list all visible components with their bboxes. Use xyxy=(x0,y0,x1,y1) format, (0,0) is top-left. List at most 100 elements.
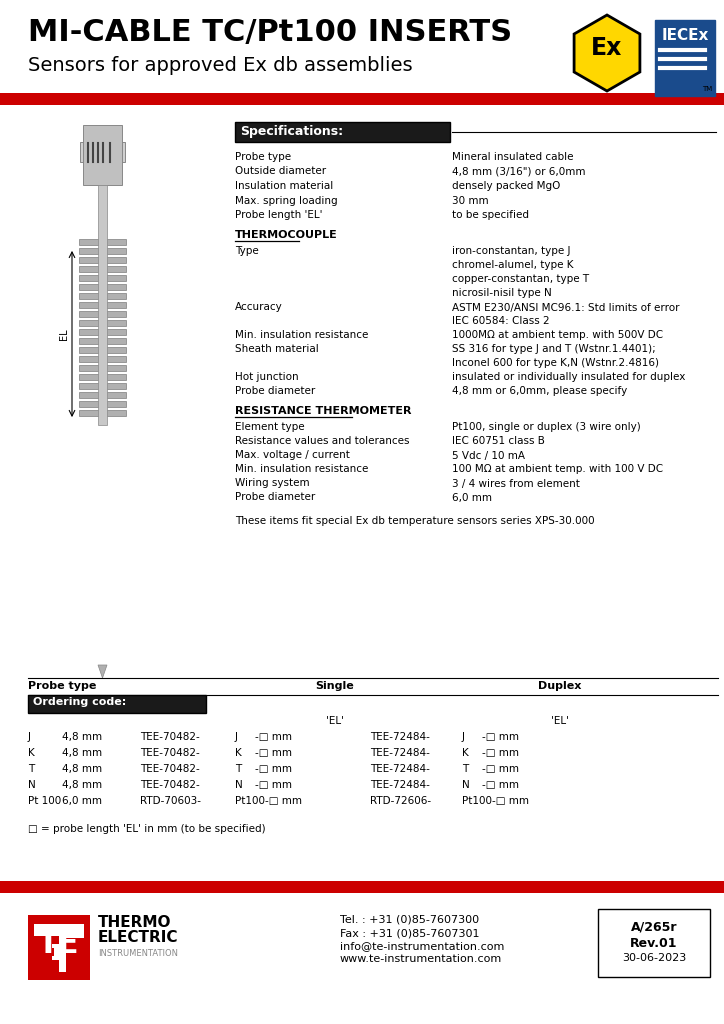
Text: Probe type: Probe type xyxy=(28,681,96,691)
Bar xyxy=(79,266,126,272)
Bar xyxy=(79,392,126,398)
Text: 5 Vdc / 10 mA: 5 Vdc / 10 mA xyxy=(452,451,525,461)
Text: -□ mm: -□ mm xyxy=(255,764,292,774)
Text: Type: Type xyxy=(235,247,258,256)
Text: 30-06-2023: 30-06-2023 xyxy=(622,953,686,963)
Text: TEE-70482-: TEE-70482- xyxy=(140,748,200,758)
Text: 4,8 mm or 6,0mm, please specify: 4,8 mm or 6,0mm, please specify xyxy=(452,386,627,396)
Text: N: N xyxy=(235,780,243,790)
Text: SS 316 for type J and T (Wstnr.1.4401);: SS 316 for type J and T (Wstnr.1.4401); xyxy=(452,344,656,354)
Bar xyxy=(98,185,107,425)
Bar xyxy=(79,410,126,416)
Text: J: J xyxy=(28,732,31,742)
Text: T: T xyxy=(28,764,34,774)
Bar xyxy=(79,293,126,299)
Text: RTD-70603-: RTD-70603- xyxy=(140,796,201,806)
Bar xyxy=(34,961,59,972)
Text: Element type: Element type xyxy=(235,423,305,432)
Text: 'EL': 'EL' xyxy=(326,716,344,726)
FancyBboxPatch shape xyxy=(598,909,710,977)
Text: 4,8 mm: 4,8 mm xyxy=(62,780,102,790)
FancyBboxPatch shape xyxy=(655,20,715,96)
Text: TEE-72484-: TEE-72484- xyxy=(370,780,430,790)
Text: Pt100-□ mm: Pt100-□ mm xyxy=(235,796,302,806)
Text: A/265r: A/265r xyxy=(631,921,677,934)
Text: 3 / 4 wires from element: 3 / 4 wires from element xyxy=(452,478,580,488)
Text: chromel-alumel, type K: chromel-alumel, type K xyxy=(452,260,573,270)
Bar xyxy=(0,881,724,893)
Bar xyxy=(34,924,84,938)
Text: Single: Single xyxy=(316,681,354,691)
Bar xyxy=(28,915,90,980)
Bar xyxy=(79,257,126,263)
Text: Ex: Ex xyxy=(592,36,623,60)
Text: Min. insulation resistance: Min. insulation resistance xyxy=(235,465,369,474)
Text: RESISTANCE THERMOMETER: RESISTANCE THERMOMETER xyxy=(235,407,411,417)
Text: Probe diameter: Probe diameter xyxy=(235,493,315,503)
Text: Sensors for approved Ex db assemblies: Sensors for approved Ex db assemblies xyxy=(28,56,413,75)
Text: TM: TM xyxy=(702,86,712,92)
Bar xyxy=(79,275,126,281)
Text: 'EL': 'EL' xyxy=(551,716,569,726)
Text: THERMO: THERMO xyxy=(98,915,172,930)
Text: insulated or individually insulated for duplex: insulated or individually insulated for … xyxy=(452,373,686,383)
Text: Mineral insulated cable: Mineral insulated cable xyxy=(452,152,573,162)
Text: Resistance values and tolerances: Resistance values and tolerances xyxy=(235,436,410,446)
Text: N: N xyxy=(28,780,35,790)
Polygon shape xyxy=(574,15,640,91)
Text: T: T xyxy=(462,764,468,774)
Text: 1000MΩ at ambient temp. with 500V DC: 1000MΩ at ambient temp. with 500V DC xyxy=(452,331,663,341)
Bar xyxy=(79,374,126,380)
Bar xyxy=(0,93,724,105)
Text: TEE-72484-: TEE-72484- xyxy=(370,748,430,758)
Text: □ = probe length 'EL' in mm (to be specified): □ = probe length 'EL' in mm (to be speci… xyxy=(28,824,266,834)
Text: THERMOCOUPLE: THERMOCOUPLE xyxy=(235,230,338,241)
Bar xyxy=(79,302,126,308)
Text: nicrosil-nisil type N: nicrosil-nisil type N xyxy=(452,289,552,299)
Bar xyxy=(28,915,90,980)
Text: iron-constantan, type J: iron-constantan, type J xyxy=(452,247,571,256)
Text: Pt 100: Pt 100 xyxy=(28,796,62,806)
Text: www.te-instrumentation.com: www.te-instrumentation.com xyxy=(340,954,502,964)
Bar xyxy=(79,239,126,245)
Bar xyxy=(79,365,126,371)
Text: Insulation material: Insulation material xyxy=(235,181,333,191)
Text: TE: TE xyxy=(38,930,80,959)
Text: TEE-70482-: TEE-70482- xyxy=(140,732,200,742)
Text: MI-CABLE TC/Pt100 INSERTS: MI-CABLE TC/Pt100 INSERTS xyxy=(28,18,512,47)
Text: Fax : +31 (0)85-7607301: Fax : +31 (0)85-7607301 xyxy=(340,928,479,938)
Text: Ordering code:: Ordering code: xyxy=(33,697,126,707)
Text: 6,0 mm: 6,0 mm xyxy=(452,493,492,503)
Text: Accuracy: Accuracy xyxy=(235,302,283,312)
FancyBboxPatch shape xyxy=(28,695,206,713)
Text: Probe type: Probe type xyxy=(235,152,291,162)
Bar xyxy=(79,338,126,344)
Text: TEE-72484-: TEE-72484- xyxy=(370,764,430,774)
Bar xyxy=(79,401,126,407)
Text: Sheath material: Sheath material xyxy=(235,344,319,354)
Text: INSTRUMENTATION: INSTRUMENTATION xyxy=(98,949,178,958)
Bar xyxy=(79,284,126,290)
Text: Outside diameter: Outside diameter xyxy=(235,167,326,176)
Text: Pt100, single or duplex (3 wire only): Pt100, single or duplex (3 wire only) xyxy=(452,423,641,432)
Text: Tel. : +31 (0)85-7607300: Tel. : +31 (0)85-7607300 xyxy=(340,915,479,925)
Bar xyxy=(79,383,126,389)
Text: ELECTRIC: ELECTRIC xyxy=(98,930,179,945)
Text: N: N xyxy=(462,780,470,790)
Bar xyxy=(83,125,122,185)
Bar xyxy=(79,311,126,317)
Text: Wiring system: Wiring system xyxy=(235,478,310,488)
Text: K: K xyxy=(28,748,35,758)
Text: 4,8 mm: 4,8 mm xyxy=(62,732,102,742)
Text: 4,8 mm (3/16") or 6,0mm: 4,8 mm (3/16") or 6,0mm xyxy=(452,167,586,176)
Text: These items fit special Ex db temperature sensors series XPS-30.000: These items fit special Ex db temperatur… xyxy=(235,516,594,526)
Text: 6,0 mm: 6,0 mm xyxy=(62,796,102,806)
Text: ASTM E230/ANSI MC96.1: Std limits of error: ASTM E230/ANSI MC96.1: Std limits of err… xyxy=(452,302,680,312)
Text: Rev.01: Rev.01 xyxy=(631,937,678,950)
Text: Hot junction: Hot junction xyxy=(235,373,298,383)
Text: TEE-72484-: TEE-72484- xyxy=(370,732,430,742)
Text: Duplex: Duplex xyxy=(539,681,581,691)
FancyBboxPatch shape xyxy=(235,122,450,142)
Text: IEC 60584: Class 2: IEC 60584: Class 2 xyxy=(452,316,550,327)
Text: -□ mm: -□ mm xyxy=(482,732,519,742)
